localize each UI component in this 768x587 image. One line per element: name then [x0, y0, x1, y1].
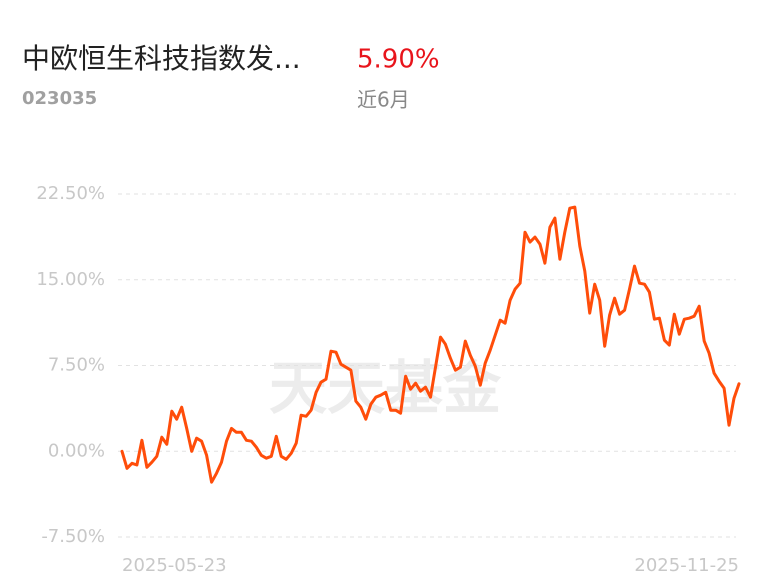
x-tick-label: 2025-05-23: [122, 555, 227, 576]
y-tick-label: 0.00%: [48, 440, 105, 461]
period-label: 近6月: [357, 88, 410, 112]
watermark: 天天基金: [269, 354, 502, 422]
fund-code: 023035: [22, 88, 97, 109]
y-tick-label: 7.50%: [48, 355, 105, 376]
fund-title: 中欧恒生科技指数发...: [22, 42, 301, 75]
y-tick-label: -7.50%: [41, 526, 105, 547]
y-tick-label: 15.00%: [36, 269, 105, 290]
x-tick-label: 2025-11-25: [634, 555, 739, 576]
series-line: [120, 205, 741, 484]
y-tick-label: 22.50%: [36, 183, 105, 204]
period-return: 5.90%: [357, 45, 440, 75]
